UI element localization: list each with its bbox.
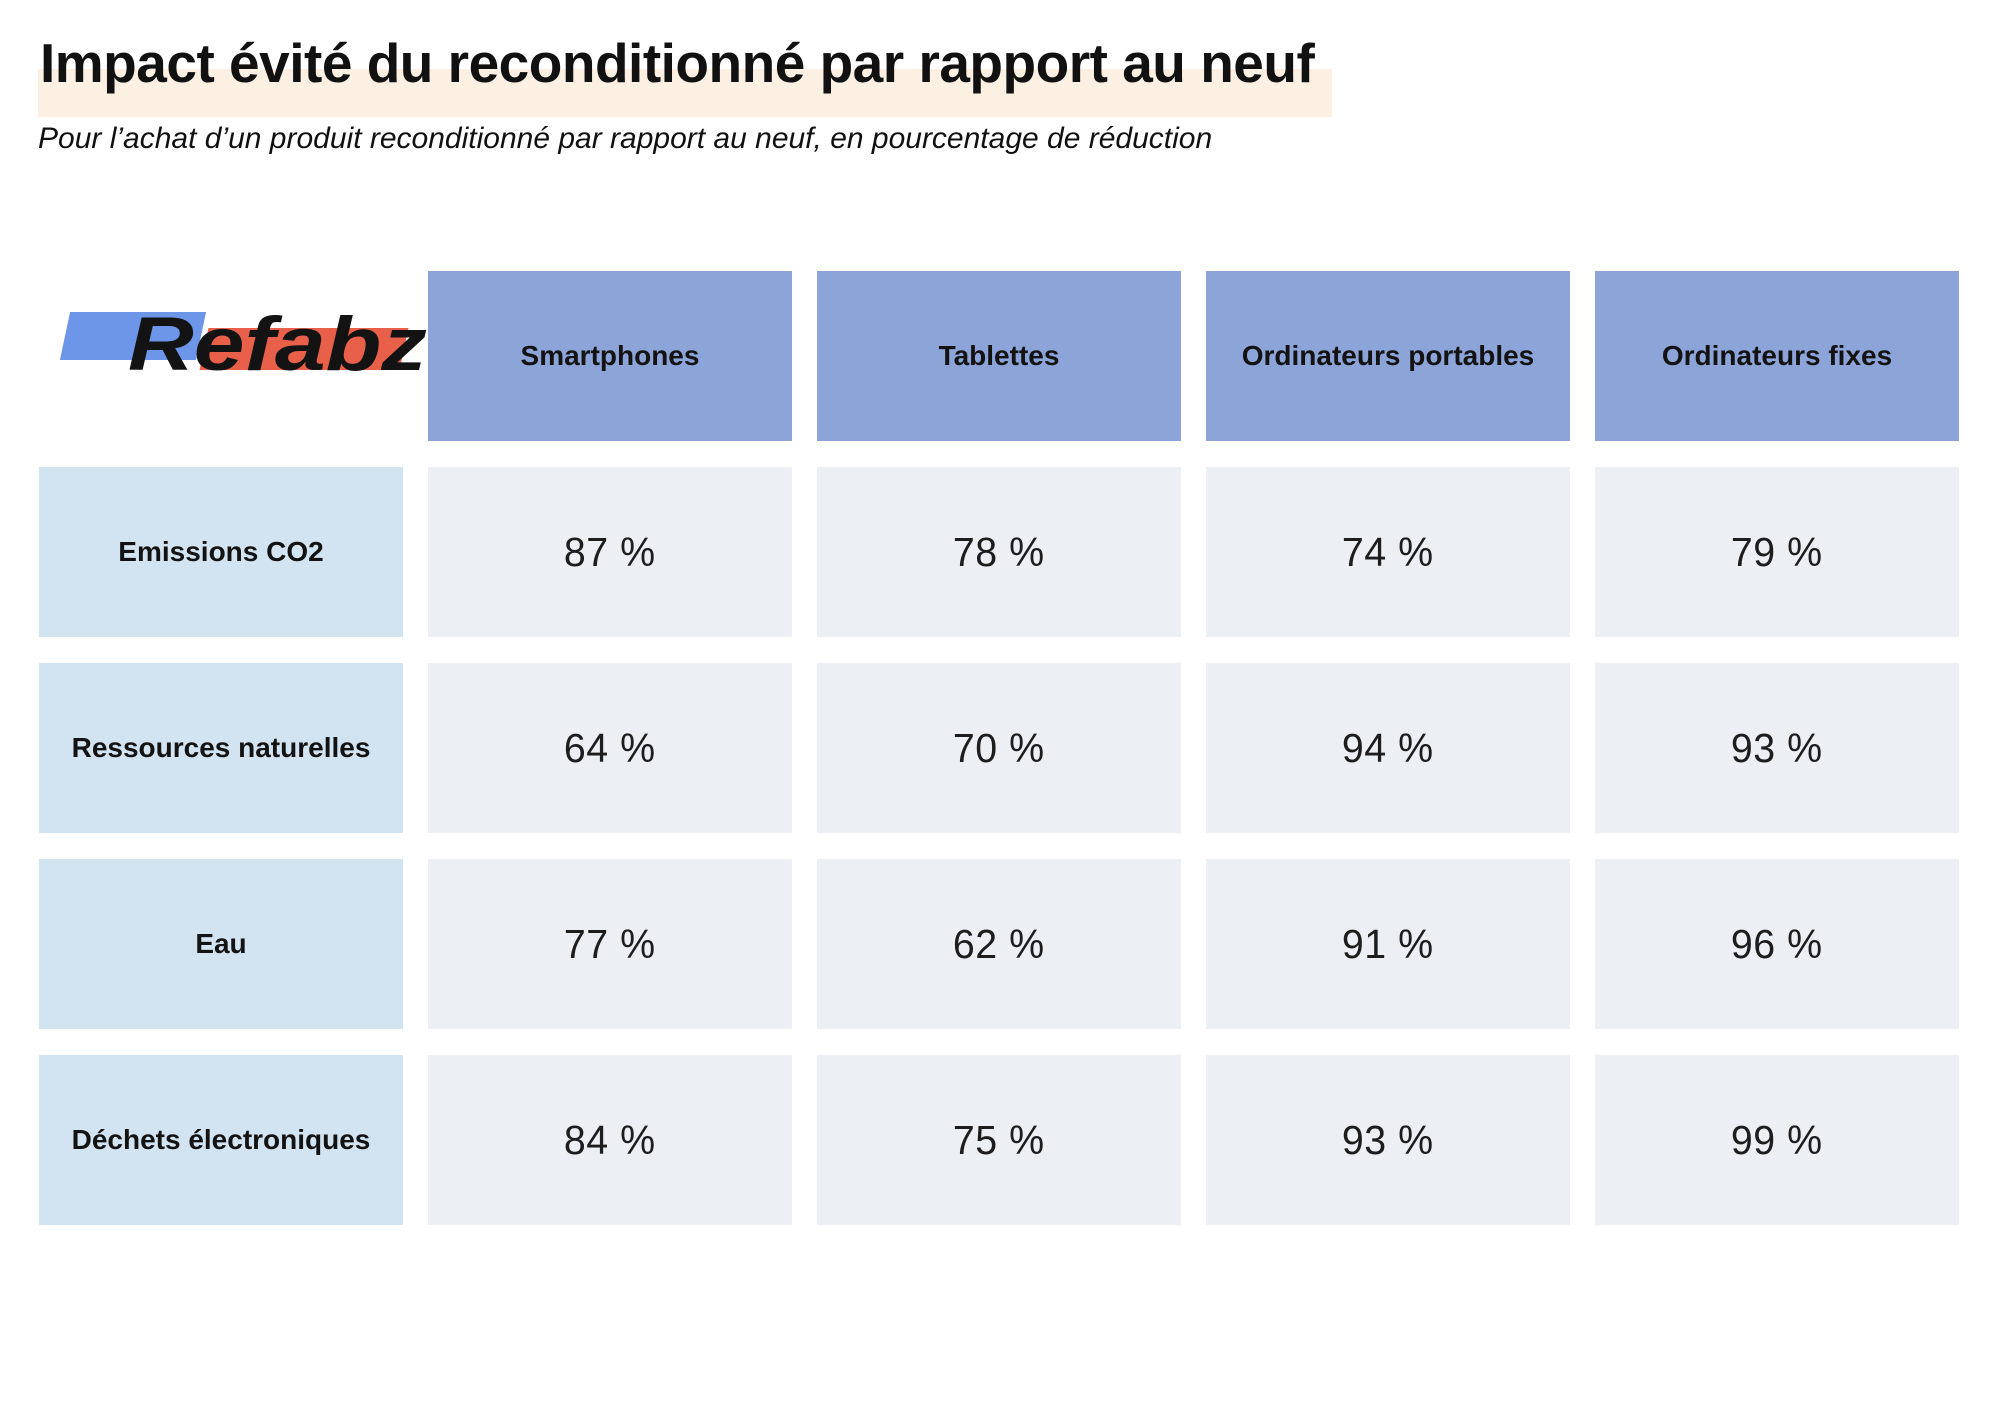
- value-text: 77 %: [564, 920, 656, 967]
- column-header-tablettes: Tablettes: [817, 271, 1181, 441]
- value-text: 64 %: [564, 724, 656, 771]
- value-cell: 70 %: [817, 663, 1181, 833]
- value-cell: 74 %: [1206, 467, 1570, 637]
- row-label-ressources-naturelles: Ressources naturelles: [39, 663, 403, 833]
- value-text: 62 %: [953, 920, 1045, 967]
- value-cell: 79 %: [1595, 467, 1959, 637]
- logo-text: Refabz: [127, 302, 427, 387]
- value-text: 93 %: [1342, 1116, 1434, 1163]
- impact-table: Refabz Smartphones Tablettes Ordinateurs…: [39, 271, 1959, 1225]
- value-text: 75 %: [953, 1116, 1045, 1163]
- value-text: 94 %: [1342, 724, 1434, 771]
- value-cell: 91 %: [1206, 859, 1570, 1029]
- row-label-text: Eau: [195, 928, 247, 960]
- value-text: 74 %: [1342, 528, 1434, 575]
- column-header-ordinateurs-fixes: Ordinateurs fixes: [1595, 271, 1959, 441]
- value-cell: 99 %: [1595, 1055, 1959, 1225]
- value-cell: 96 %: [1595, 859, 1959, 1029]
- column-header-ordinateurs-portables: Ordinateurs portables: [1206, 271, 1570, 441]
- row-label-eau: Eau: [39, 859, 403, 1029]
- value-cell: 62 %: [817, 859, 1181, 1029]
- value-text: 78 %: [953, 528, 1045, 575]
- value-text: 99 %: [1731, 1116, 1823, 1163]
- value-cell: 84 %: [428, 1055, 792, 1225]
- value-text: 93 %: [1731, 724, 1823, 771]
- value-cell: 78 %: [817, 467, 1181, 637]
- row-label-text: Ressources naturelles: [71, 732, 371, 764]
- page-subtitle: Pour l’achat d’un produit reconditionné …: [38, 122, 1213, 155]
- page-title: Impact évité du reconditionné par rappor…: [38, 33, 1333, 118]
- value-cell: 64 %: [428, 663, 792, 833]
- value-cell: 87 %: [428, 467, 792, 637]
- column-header-label: Ordinateurs fixes: [1661, 340, 1893, 372]
- value-text: 87 %: [564, 528, 656, 575]
- value-text: 91 %: [1342, 920, 1434, 967]
- row-label-text: Emissions CO2: [118, 536, 324, 568]
- value-text: 84 %: [564, 1116, 656, 1163]
- row-label-dechets-electroniques: Déchets électroniques: [39, 1055, 403, 1225]
- value-text: 79 %: [1731, 528, 1823, 575]
- value-cell: 75 %: [817, 1055, 1181, 1225]
- value-cell: 93 %: [1595, 663, 1959, 833]
- page-title-text: Impact évité du reconditionné par rappor…: [38, 33, 1333, 118]
- column-header-label: Smartphones: [520, 340, 700, 372]
- column-header-label: Ordinateurs portables: [1241, 340, 1535, 372]
- row-label-text: Déchets électroniques: [71, 1124, 371, 1156]
- column-header-label: Tablettes: [938, 340, 1060, 372]
- logo-cell: Refabz: [39, 271, 427, 441]
- value-cell: 77 %: [428, 859, 792, 1029]
- row-label-emissions-co2: Emissions CO2: [39, 467, 403, 637]
- value-text: 70 %: [953, 724, 1045, 771]
- refabz-logo: Refabz: [39, 296, 427, 400]
- value-text: 96 %: [1731, 920, 1823, 967]
- value-cell: 93 %: [1206, 1055, 1570, 1225]
- value-cell: 94 %: [1206, 663, 1570, 833]
- column-header-smartphones: Smartphones: [428, 271, 792, 441]
